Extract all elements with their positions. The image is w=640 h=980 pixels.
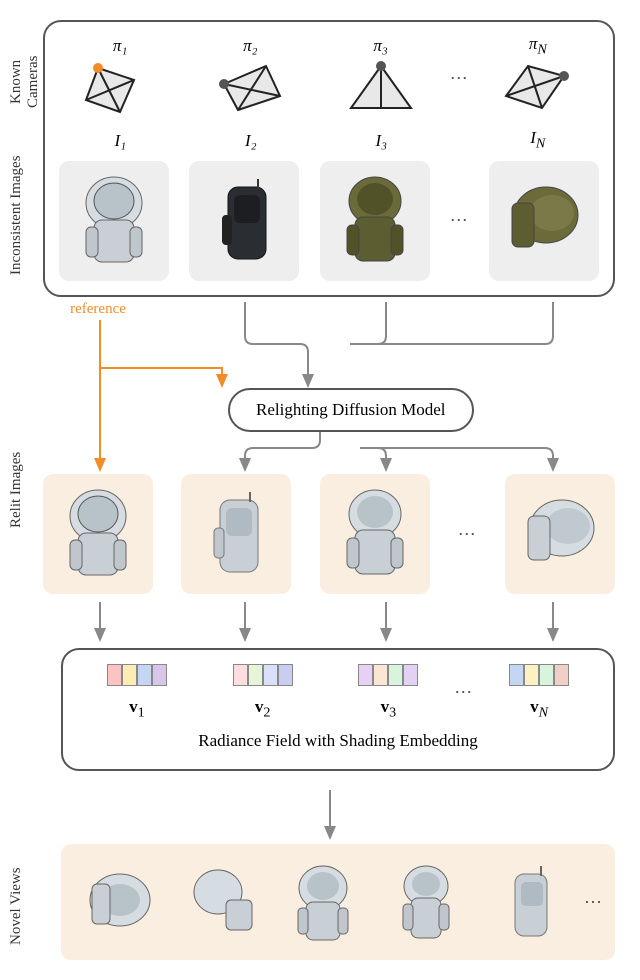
novel-views-strip: ⋯ [61,844,615,960]
camera-n: πN [477,34,599,122]
astronaut-icon [64,165,164,277]
dots: ⋯ [450,68,469,89]
embedding-row: v1 v2 v3 ⋯ vN [77,664,599,721]
dots: ⋯ [458,524,477,545]
dots: ⋯ [584,892,603,913]
img-n-label: IN [477,128,600,152]
relit-image-n [505,474,615,594]
input-images-row: ⋯ [59,161,599,281]
camera-n-label: πN [477,34,599,58]
novel-view-4 [380,854,472,950]
embed-3-label: v3 [329,697,449,721]
camera-3: π₃ [320,36,442,120]
radiance-field-caption: Radiance Field with Shading Embedding [77,731,599,751]
embed-2-label: v2 [203,697,323,721]
relit-image-2 [181,474,291,594]
novel-view-1 [73,854,165,950]
camera-2-label: π₂ [189,36,311,56]
dots: ⋯ [450,210,469,231]
input-image-3 [320,161,430,281]
camera-3-label: π₃ [320,36,442,56]
label-inconsistent-images: Inconsistent Images [8,150,25,280]
astronaut-icon [186,478,286,590]
img-1-label: I₁ [59,131,182,151]
diffusion-model-label: Relighting Diffusion Model [228,388,474,432]
input-image-n [489,161,599,281]
input-image-2 [189,161,299,281]
label-known-cameras: Known Cameras [8,46,42,118]
camera-1-label: π₁ [59,36,181,56]
astronaut-icon [325,165,425,277]
camera-frustum-icon [498,62,578,117]
label-relit-images: Relit Images [8,430,25,550]
img-2-label: I₂ [190,131,313,151]
camera-frustum-icon [341,60,421,115]
astronaut-icon [325,478,425,590]
camera-1: π₁ [59,36,181,120]
novel-view-3 [277,854,369,950]
embed-2: v2 [203,664,323,721]
diffusion-model-box: Relighting Diffusion Model [228,388,474,432]
img-3-label: I₃ [320,131,443,151]
astronaut-icon [280,856,366,948]
relit-image-1 [43,474,153,594]
label-novel-views: Novel Views [8,856,25,956]
input-image-1 [59,161,169,281]
embed-n-label: vN [479,697,599,721]
novel-view-2 [175,854,267,950]
input-box: π₁ π₂ π₃ ⋯ [43,20,615,297]
astronaut-icon [178,856,264,948]
relit-images-row: ⋯ [43,474,615,594]
astronaut-icon [510,478,610,590]
camera-2: π₂ [189,36,311,120]
input-image-labels: I₁ I₂ I₃ IN [59,128,599,156]
embed-1: v1 [77,664,197,721]
astronaut-icon [194,165,294,277]
reference-label: reference [43,301,153,318]
radiance-field-box: v1 v2 v3 ⋯ vN Radiance Fi [61,648,615,771]
embed-1-label: v1 [77,697,197,721]
novel-view-5 [482,854,574,950]
embed-3: v3 [329,664,449,721]
astronaut-icon [494,165,594,277]
astronaut-icon [48,478,148,590]
astronaut-icon [76,856,162,948]
camera-frustum-icon [80,60,160,115]
camera-row: π₁ π₂ π₃ ⋯ [59,34,599,122]
dots: ⋯ [454,682,473,703]
relit-image-3 [320,474,430,594]
camera-frustum-icon [210,60,290,115]
astronaut-icon [383,856,469,948]
embed-n: vN [479,664,599,721]
astronaut-icon [485,856,571,948]
